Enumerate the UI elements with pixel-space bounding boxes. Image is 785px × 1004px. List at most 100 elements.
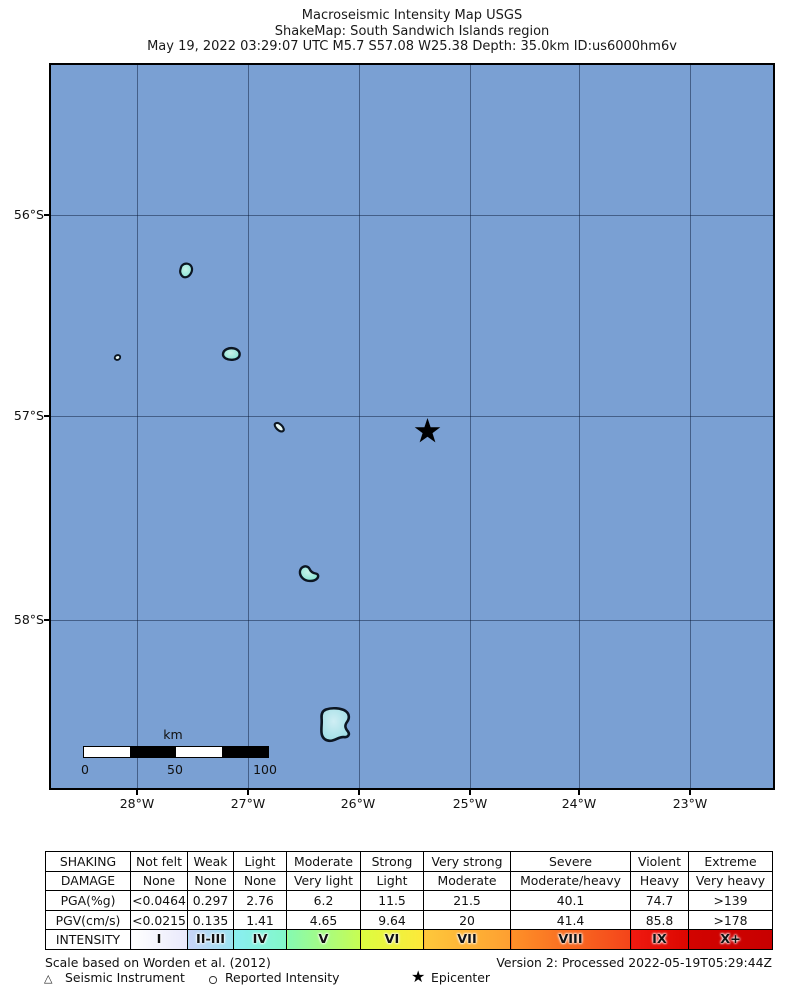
epicenter-label: Epicenter — [431, 970, 491, 985]
reported-intensity-label: Reported Intensity — [225, 970, 340, 985]
cell: 0.135 — [187, 909, 234, 931]
island-candlemas — [221, 346, 241, 362]
gridline-58s — [49, 620, 775, 621]
cell: 11.5 — [360, 890, 424, 911]
y-tick — [44, 214, 49, 216]
cell: Very heavy — [688, 870, 773, 892]
island-montagu — [298, 565, 320, 583]
cell: 40.1 — [510, 890, 631, 911]
islands-layer — [113, 262, 441, 743]
lon-label-23w: 23°W — [672, 796, 708, 811]
table-row-pgv: PGV(cm/s) <0.0215 0.135 1.41 4.65 9.64 2… — [45, 909, 773, 931]
lat-label-58s: 58°S — [13, 612, 44, 627]
lon-label-25w: 25°W — [452, 796, 488, 811]
scalebar-tick-100: 100 — [253, 762, 277, 777]
seismic-instrument-triangle-icon: △ — [44, 972, 53, 985]
x-tick — [358, 790, 360, 795]
row-header: PGA(%g) — [45, 890, 131, 911]
reported-intensity-circle-icon — [209, 976, 217, 984]
cell: 85.8 — [630, 909, 689, 931]
row-header: SHAKING — [45, 851, 131, 872]
event-info-line: May 19, 2022 03:29:07 UTC M5.7 S57.08 W2… — [147, 39, 677, 54]
intensity-cell-iv: IV — [233, 929, 287, 950]
table-row-shaking: SHAKING Not felt Weak Light Moderate Str… — [45, 851, 773, 872]
cell: 41.4 — [510, 909, 631, 931]
lon-label-27w: 27°W — [230, 796, 266, 811]
cell: Weak — [187, 851, 234, 872]
gridline-24w — [579, 63, 580, 790]
gridline-56s — [49, 215, 775, 216]
row-header: PGV(cm/s) — [45, 909, 131, 931]
x-tick — [136, 790, 138, 795]
map-border — [49, 63, 775, 790]
cell: None — [187, 870, 234, 892]
cell: >178 — [688, 909, 773, 931]
x-tick — [469, 790, 471, 795]
scale-reference-note: Scale based on Worden et al. (2012) — [45, 955, 271, 970]
gridline-26w — [359, 63, 360, 790]
table-row-damage: DAMAGE None None None Very light Light M… — [45, 870, 773, 892]
scalebar-tick-0: 0 — [81, 762, 89, 777]
intensity-cell-ix: IX — [630, 929, 689, 950]
intensity-legend-table: SHAKING Not felt Weak Light Moderate Str… — [45, 851, 773, 950]
gridline-25w — [470, 63, 471, 790]
cell: Severe — [510, 851, 631, 872]
lon-label-28w: 28°W — [119, 796, 155, 811]
lat-label-56s: 56°S — [13, 207, 44, 222]
island-leskov — [113, 354, 122, 361]
scale-bar — [83, 746, 269, 758]
x-tick — [689, 790, 691, 795]
cell: 74.7 — [630, 890, 689, 911]
intensity-cell-viii: VIII — [510, 929, 631, 950]
cell: Not felt — [130, 851, 188, 872]
cell: 0.297 — [187, 890, 234, 911]
lat-label-57s: 57°S — [13, 408, 44, 423]
intensity-cell-vi: VI — [360, 929, 424, 950]
cell: None — [130, 870, 188, 892]
scalebar-tick-50: 50 — [167, 762, 183, 777]
y-tick — [44, 415, 49, 417]
intensity-cell-i: I — [130, 929, 188, 950]
cell: 9.64 — [360, 909, 424, 931]
cell: 6.2 — [286, 890, 361, 911]
row-header: DAMAGE — [45, 870, 131, 892]
seismic-instrument-label: Seismic Instrument — [65, 970, 185, 985]
scalebar-segment — [130, 747, 176, 757]
gridline-28w — [137, 63, 138, 790]
page-title: Macroseismic Intensity Map USGS — [301, 8, 523, 23]
epicenter-star-icon — [414, 418, 441, 443]
gridline-23w — [690, 63, 691, 790]
version-processed-note: Version 2: Processed 2022-05-19T05:29:44… — [496, 955, 772, 970]
page-subtitle: ShakeMap: South Sandwich Islands region — [274, 23, 550, 39]
cell: Extreme — [688, 851, 773, 872]
lon-label-24w: 24°W — [561, 796, 597, 811]
cell: <0.0464 — [130, 890, 188, 911]
scalebar-segment — [176, 747, 222, 757]
cell: 21.5 — [423, 890, 511, 911]
cell: Heavy — [630, 870, 689, 892]
scalebar-segment — [222, 747, 268, 757]
scalebar-unit-label: km — [163, 727, 183, 742]
cell: 2.76 — [233, 890, 287, 911]
row-header: INTENSITY — [45, 929, 131, 950]
cell: 20 — [423, 909, 511, 931]
cell: Moderate — [286, 851, 361, 872]
gridline-57s — [49, 416, 775, 417]
table-row-intensity: INTENSITY I II-III IV V VI VII VIII IX X… — [45, 929, 773, 950]
island-bristol — [320, 706, 351, 743]
table-row-pga: PGA(%g) <0.0464 0.297 2.76 6.2 11.5 21.5… — [45, 890, 773, 911]
intensity-cell-x: X+ — [688, 929, 773, 950]
island-visokoi — [179, 262, 194, 279]
lon-label-26w: 26°W — [340, 796, 376, 811]
intensity-cell-v: V — [286, 929, 361, 950]
intensity-cell-ii-iii: II-III — [187, 929, 234, 950]
cell: 1.41 — [233, 909, 287, 931]
cell: Violent — [630, 851, 689, 872]
cell: Moderate/heavy — [510, 870, 631, 892]
cell: Light — [360, 870, 424, 892]
cell: None — [233, 870, 287, 892]
shakemap-canvas: km 0 50 100 — [49, 63, 775, 790]
cell: Moderate — [423, 870, 511, 892]
epicenter-star-legend-icon: ★ — [411, 967, 426, 986]
